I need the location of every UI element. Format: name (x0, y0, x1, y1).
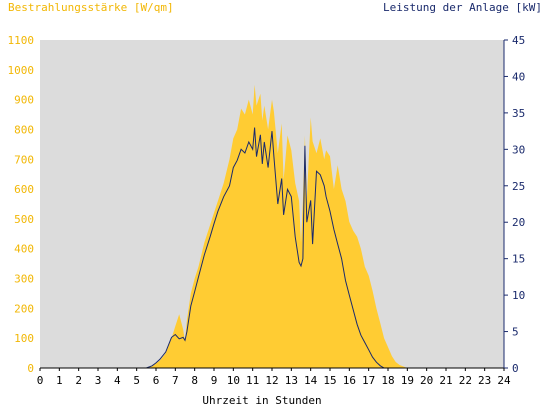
left-tick-label: 100 (14, 332, 34, 345)
x-tick-label: 5 (133, 374, 140, 387)
x-tick-label: 24 (497, 374, 511, 387)
left-tick-label: 600 (14, 183, 34, 196)
right-tick-label: 30 (512, 143, 525, 156)
left-tick-label: 0 (27, 362, 34, 375)
x-axis-title: Uhrzeit in Stunden (202, 394, 321, 407)
left-tick-label: 1000 (8, 64, 35, 77)
x-tick-label: 14 (304, 374, 318, 387)
power-line (40, 127, 504, 369)
x-tick-label: 9 (211, 374, 218, 387)
left-tick-label: 900 (14, 94, 34, 107)
irradiance-area (40, 84, 504, 368)
right-tick-label: 5 (512, 326, 519, 339)
right-axis-title: Leistung der Anlage [kW] (383, 1, 542, 14)
x-tick-label: 22 (459, 374, 472, 387)
right-tick-label: 20 (512, 216, 525, 229)
right-tick-labels: 0 5 10 15 20 25 30 35 40 45 (504, 34, 525, 375)
x-tick-label: 15 (323, 374, 336, 387)
x-tick-label: 10 (227, 374, 240, 387)
x-tick-label: 11 (246, 374, 259, 387)
x-tick-label: 8 (191, 374, 198, 387)
left-tick-label: 1100 (8, 34, 35, 47)
right-tick-label: 45 (512, 34, 525, 47)
left-tick-label: 200 (14, 302, 34, 315)
right-tick-label: 0 (512, 362, 519, 375)
x-tick-label: 13 (285, 374, 298, 387)
x-tick-label: 16 (343, 374, 356, 387)
left-tick-label: 300 (14, 273, 34, 286)
x-tick-label: 19 (401, 374, 414, 387)
x-tick-label: 1 (56, 374, 63, 387)
x-tick-label: 17 (362, 374, 375, 387)
x-tick-label: 3 (95, 374, 102, 387)
right-tick-label: 35 (512, 107, 525, 120)
x-tick-label: 7 (172, 374, 179, 387)
right-tick-label: 15 (512, 253, 525, 266)
x-tick-label: 12 (265, 374, 278, 387)
right-tick-label: 10 (512, 289, 525, 302)
x-tick-label: 4 (114, 374, 121, 387)
x-tick-label: 20 (420, 374, 433, 387)
x-tick-label: 0 (37, 374, 44, 387)
x-tick-label: 6 (153, 374, 160, 387)
right-tick-label: 25 (512, 180, 525, 193)
x-tick-label: 18 (381, 374, 394, 387)
left-tick-labels: 0 100 200 300 400 500 600 700 800 900 1000 1100 (8, 34, 35, 375)
x-tick-label: 21 (439, 374, 452, 387)
left-tick-label: 700 (14, 153, 34, 166)
left-axis-title: Bestrahlungsstärke [W/qm] (8, 1, 174, 14)
left-tick-label: 400 (14, 243, 34, 256)
left-tick-label: 800 (14, 123, 34, 136)
right-tick-label: 40 (512, 70, 525, 83)
x-tick-label: 2 (75, 374, 82, 387)
x-tick-label: 23 (478, 374, 491, 387)
left-tick-label: 500 (14, 213, 34, 226)
x-tick-labels: 0 1 2 3 4 5 6 7 8 9 10 11 12 13 14 15 16 17 18 19 20 21 22 23 24 (37, 368, 511, 387)
axes (40, 40, 508, 369)
